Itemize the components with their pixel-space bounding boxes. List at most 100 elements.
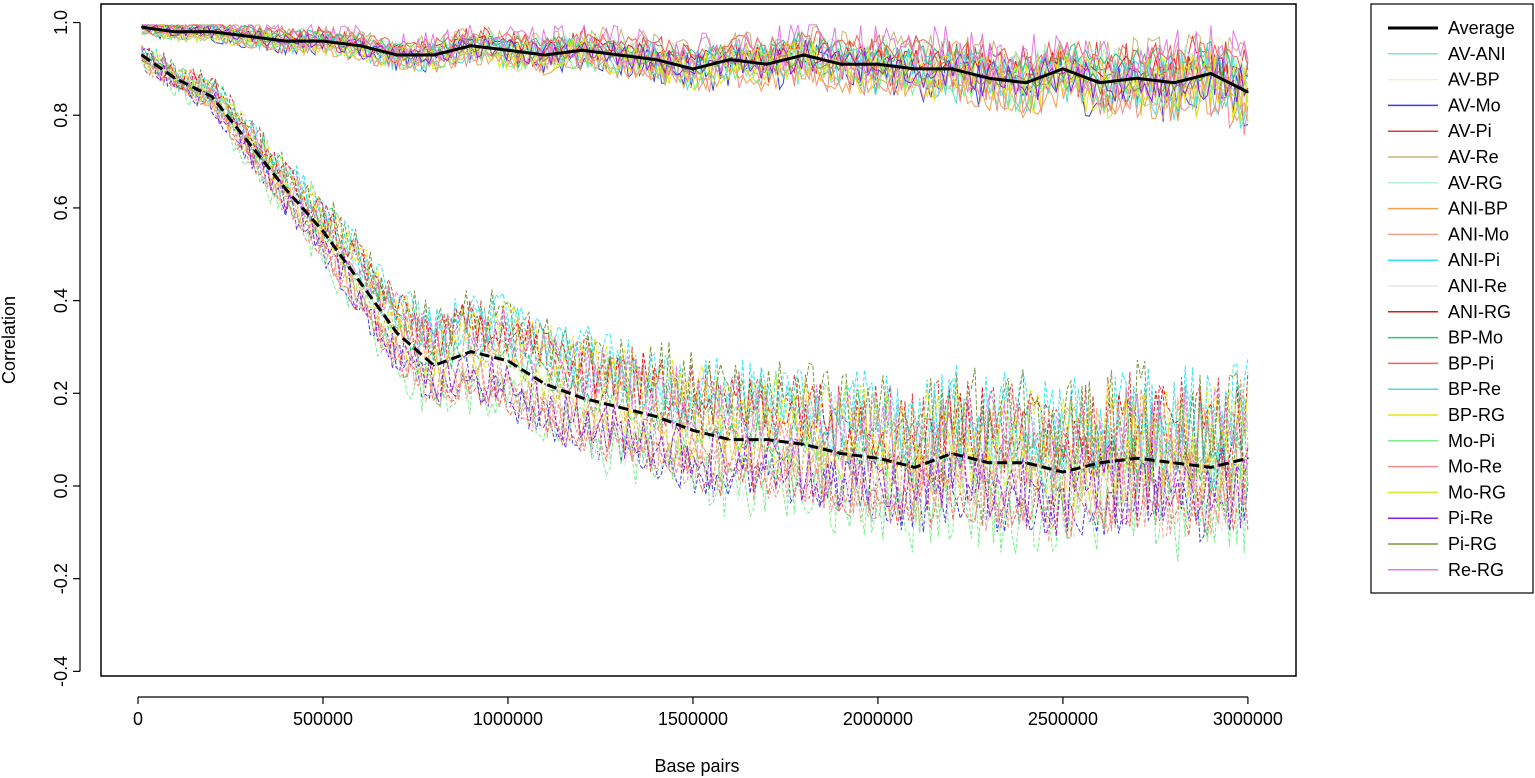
legend-label: AV-Pi bbox=[1448, 121, 1492, 141]
pair-trace-mo-pi-dashed bbox=[141, 49, 1249, 562]
legend-label: AV-Mo bbox=[1448, 95, 1501, 115]
plot-frame bbox=[100, 3, 1297, 677]
average-point bbox=[285, 40, 287, 42]
average-point bbox=[914, 466, 916, 469]
y-tick-label: 0.8 bbox=[51, 103, 71, 128]
average-point bbox=[766, 438, 768, 441]
legend-label: AV-ANI bbox=[1448, 44, 1506, 64]
legend-label: Pi-Re bbox=[1448, 508, 1493, 528]
y-tick-label: 0.6 bbox=[51, 195, 71, 220]
y-axis: -0.4 -0.2 0.0 0.2 0.4 0.6 0.8 1.0 bbox=[51, 10, 81, 687]
average-point bbox=[1136, 457, 1138, 460]
average-point bbox=[248, 35, 250, 38]
pair-trace-ani-re-dashed bbox=[141, 51, 1249, 540]
average-point bbox=[140, 54, 143, 56]
pair-trace-av-bp-dashed bbox=[141, 52, 1249, 537]
pair-trace-ani-bp-dashed bbox=[141, 44, 1249, 502]
average-point bbox=[766, 63, 768, 65]
average-point bbox=[914, 68, 916, 70]
average-point bbox=[840, 452, 842, 455]
legend-box bbox=[1370, 3, 1534, 594]
average-point bbox=[470, 44, 472, 47]
average-point bbox=[988, 77, 990, 79]
average-point bbox=[1173, 82, 1175, 84]
legend-label: Average bbox=[1448, 18, 1515, 38]
pair-trace-ani-mo-dashed bbox=[141, 51, 1249, 542]
legend-label: BP-Re bbox=[1448, 379, 1501, 399]
average-point bbox=[655, 415, 657, 418]
average-point bbox=[396, 332, 398, 334]
average-point bbox=[359, 44, 361, 47]
pair-trace-bp-rg-solid bbox=[141, 24, 1249, 124]
pair-trace-pi-re-solid bbox=[141, 24, 1249, 104]
legend-label: Mo-Pi bbox=[1448, 431, 1495, 451]
pair-trace-av-mo-dashed bbox=[141, 47, 1249, 543]
average-point bbox=[248, 142, 250, 144]
average-point bbox=[1210, 72, 1212, 75]
average-point bbox=[803, 54, 805, 56]
y-tick-label: 0.4 bbox=[51, 288, 71, 313]
pair-trace-av-re-dashed bbox=[141, 53, 1249, 537]
y-tick-label: 0.0 bbox=[51, 473, 71, 498]
legend-label: BP-Mo bbox=[1448, 328, 1503, 348]
x-tick-label: 0 bbox=[133, 709, 143, 729]
average-point bbox=[581, 49, 583, 52]
pair-trace-mo-re-dashed bbox=[141, 56, 1249, 535]
average-point bbox=[729, 58, 731, 61]
average-point bbox=[1062, 68, 1064, 70]
average-point bbox=[1173, 462, 1175, 464]
legend: Average AV-ANI AV-BP AV-Mo AV-Pi AV-Re AV-RG AN… bbox=[1370, 3, 1534, 594]
pair-trace-ani-mo-solid bbox=[141, 29, 1249, 118]
legend-label: Pi-RG bbox=[1448, 534, 1497, 554]
average-point bbox=[174, 77, 176, 79]
average-point bbox=[877, 63, 879, 65]
x-tick-label: 500000 bbox=[293, 709, 353, 729]
average-point bbox=[692, 68, 694, 70]
average-point bbox=[988, 462, 990, 464]
pair-trace-pi-re-dashed bbox=[141, 47, 1249, 536]
legend-label: Mo-RG bbox=[1448, 482, 1506, 502]
pair-trace-re-rg-dashed bbox=[141, 46, 1249, 491]
average-point bbox=[1099, 462, 1101, 464]
legend-label: AV-RG bbox=[1448, 173, 1503, 193]
y-tick-label: -0.4 bbox=[51, 656, 71, 687]
average-point bbox=[1025, 82, 1027, 84]
average-point bbox=[618, 54, 620, 56]
average-point bbox=[211, 31, 213, 33]
average-point bbox=[396, 54, 398, 56]
average-point bbox=[729, 438, 731, 441]
average-point bbox=[803, 443, 805, 446]
x-tick-label: 2000000 bbox=[843, 709, 913, 729]
average-point bbox=[840, 63, 842, 65]
average-point bbox=[433, 54, 435, 56]
average-point bbox=[1099, 82, 1101, 84]
average-point bbox=[951, 68, 953, 70]
legend-label: Mo-Re bbox=[1448, 457, 1502, 477]
x-axis-title: Base pairs bbox=[654, 756, 739, 776]
average-point bbox=[1247, 457, 1249, 460]
average-point bbox=[877, 457, 879, 460]
legend-label: Re-RG bbox=[1448, 560, 1504, 580]
legend-label: ANI-RG bbox=[1448, 302, 1511, 322]
average-point bbox=[322, 230, 324, 232]
legend-label: BP-Pi bbox=[1448, 353, 1494, 373]
average-point bbox=[1136, 77, 1138, 79]
average-point bbox=[359, 281, 361, 283]
average-point bbox=[618, 406, 620, 409]
series-layer bbox=[140, 23, 1249, 562]
legend-label: ANI-BP bbox=[1448, 199, 1508, 219]
average-point bbox=[285, 188, 287, 191]
average-point bbox=[174, 31, 176, 33]
x-tick-label: 1000000 bbox=[473, 709, 543, 729]
average-point bbox=[692, 429, 694, 432]
average-point bbox=[544, 383, 546, 385]
average-point bbox=[322, 40, 324, 42]
pair-trace-ani-pi-dashed bbox=[141, 48, 1249, 488]
x-tick-label: 1500000 bbox=[658, 709, 728, 729]
pair-trace-re-rg-solid bbox=[141, 23, 1249, 98]
pair-trace-bp-re-dashed bbox=[141, 49, 1249, 476]
pair-trace-mo-re-solid bbox=[141, 27, 1249, 136]
y-tick-label: 1.0 bbox=[51, 10, 71, 35]
y-tick-label: -0.2 bbox=[51, 563, 71, 594]
